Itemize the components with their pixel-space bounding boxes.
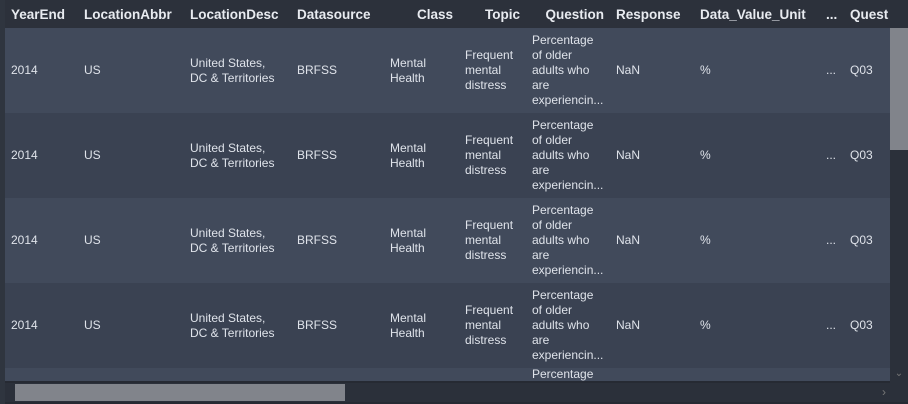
table-cell: United States, DC & Territories	[190, 225, 275, 255]
table-cell	[610, 368, 694, 381]
table-cell: Q03	[850, 63, 873, 77]
column-header-question[interactable]: Question	[526, 0, 610, 28]
table-cell	[291, 368, 384, 381]
column-header-locationdesc[interactable]: LocationDesc	[184, 0, 291, 28]
table-cell: Frequent mental distress	[465, 133, 514, 177]
table-cell: Mental Health	[390, 310, 427, 340]
table-cell	[5, 368, 78, 381]
data-grid: YearEnd LocationAbbr LocationDesc Datasourc…	[5, 0, 890, 383]
table-cell: US	[84, 148, 101, 162]
table-cell: %	[700, 233, 711, 247]
table-cell: Mental Health	[390, 140, 427, 170]
table-cell: United States, DC & Territories	[190, 140, 275, 170]
table-cell: Percentage of older adults who are exper…	[532, 203, 604, 277]
table-cell	[78, 368, 184, 381]
table-cell: Percentage of older adults who are exper…	[532, 33, 604, 107]
table-cell: NaN	[616, 233, 641, 247]
table-row: 2014 US United States, DC & Territories BRF…	[5, 28, 890, 113]
table-cell: ...	[826, 318, 837, 332]
table-cell: US	[84, 63, 101, 77]
table-cell	[184, 368, 291, 381]
scrollbar-corner	[890, 383, 908, 402]
table-cell: ...	[826, 63, 837, 77]
table-cell: 2014	[11, 148, 38, 162]
table-cell: Percentage	[532, 368, 594, 381]
table-cell: 2014	[11, 63, 38, 77]
table-cell: %	[700, 63, 711, 77]
vertical-scrollbar[interactable]: ⌄	[890, 0, 908, 383]
table-cell	[384, 368, 459, 381]
table-cell: Frequent mental distress	[465, 303, 514, 347]
table-cell: Mental Health	[390, 55, 427, 85]
table-row: 2014 US United States, DC & Territories BRF…	[5, 283, 890, 368]
column-header-class[interactable]: Class	[384, 0, 459, 28]
table-cell: Frequent mental distress	[465, 48, 514, 92]
horizontal-scrollbar[interactable]: ›	[5, 383, 890, 402]
header-row: YearEnd LocationAbbr LocationDesc Datasourc…	[5, 0, 890, 28]
column-header-datasource[interactable]: Datasource	[291, 0, 384, 28]
table-cell: 2014	[11, 318, 38, 332]
table-row: 2014 US United States, DC & Territories BRF…	[5, 198, 890, 283]
table-cell: %	[700, 318, 711, 332]
table-cell: Frequent mental distress	[465, 218, 514, 262]
column-header-locationabbr[interactable]: LocationAbbr	[78, 0, 184, 28]
vertical-scroll-thumb[interactable]	[890, 28, 908, 150]
table-cell: Percentage of older adults who are exper…	[532, 288, 604, 362]
chevron-right-icon[interactable]: ›	[882, 385, 886, 399]
table-cell: NaN	[616, 148, 641, 162]
horizontal-scroll-thumb[interactable]	[15, 384, 345, 401]
table-cell: BRFSS	[297, 148, 338, 162]
column-header-ellipsis[interactable]: ...	[820, 0, 844, 28]
table-cell: Percentage of older adults who are exper…	[532, 118, 604, 192]
table-row: 2014 US United States, DC & Territories BRF…	[5, 113, 890, 198]
table-cell: BRFSS	[297, 233, 338, 247]
table-cell: US	[84, 318, 101, 332]
table-cell: BRFSS	[297, 63, 338, 77]
left-gutter	[0, 0, 5, 404]
table-row: Percentage	[5, 368, 890, 381]
table-cell	[844, 368, 890, 381]
table-cell: Q03	[850, 233, 873, 247]
table-cell: Mental Health	[390, 225, 427, 255]
table-cell: %	[700, 148, 711, 162]
table-cell: ...	[826, 233, 837, 247]
column-header-topic[interactable]: Topic	[459, 0, 526, 28]
table-cell: United States, DC & Territories	[190, 310, 275, 340]
table-cell: Q03	[850, 318, 873, 332]
table-cell: NaN	[616, 318, 641, 332]
table-cell: ...	[826, 148, 837, 162]
column-header-yearend[interactable]: YearEnd	[5, 0, 78, 28]
column-header-quest[interactable]: Quest	[844, 0, 890, 28]
chevron-down-icon[interactable]: ⌄	[894, 368, 904, 379]
table-cell	[459, 368, 526, 381]
table-cell	[820, 368, 844, 381]
column-header-response[interactable]: Response	[610, 0, 694, 28]
data-table: YearEnd LocationAbbr LocationDesc Datasourc…	[5, 0, 890, 381]
table-cell: 2014	[11, 233, 38, 247]
column-header-data-value-unit[interactable]: Data_Value_Unit	[694, 0, 820, 28]
table-body: 2014 US United States, DC & Territories BRF…	[5, 28, 890, 381]
table-cell: US	[84, 233, 101, 247]
table-cell: BRFSS	[297, 318, 338, 332]
table-cell: NaN	[616, 63, 641, 77]
table-cell	[694, 368, 820, 381]
table-cell: Q03	[850, 148, 873, 162]
table-cell: United States, DC & Territories	[190, 55, 275, 85]
